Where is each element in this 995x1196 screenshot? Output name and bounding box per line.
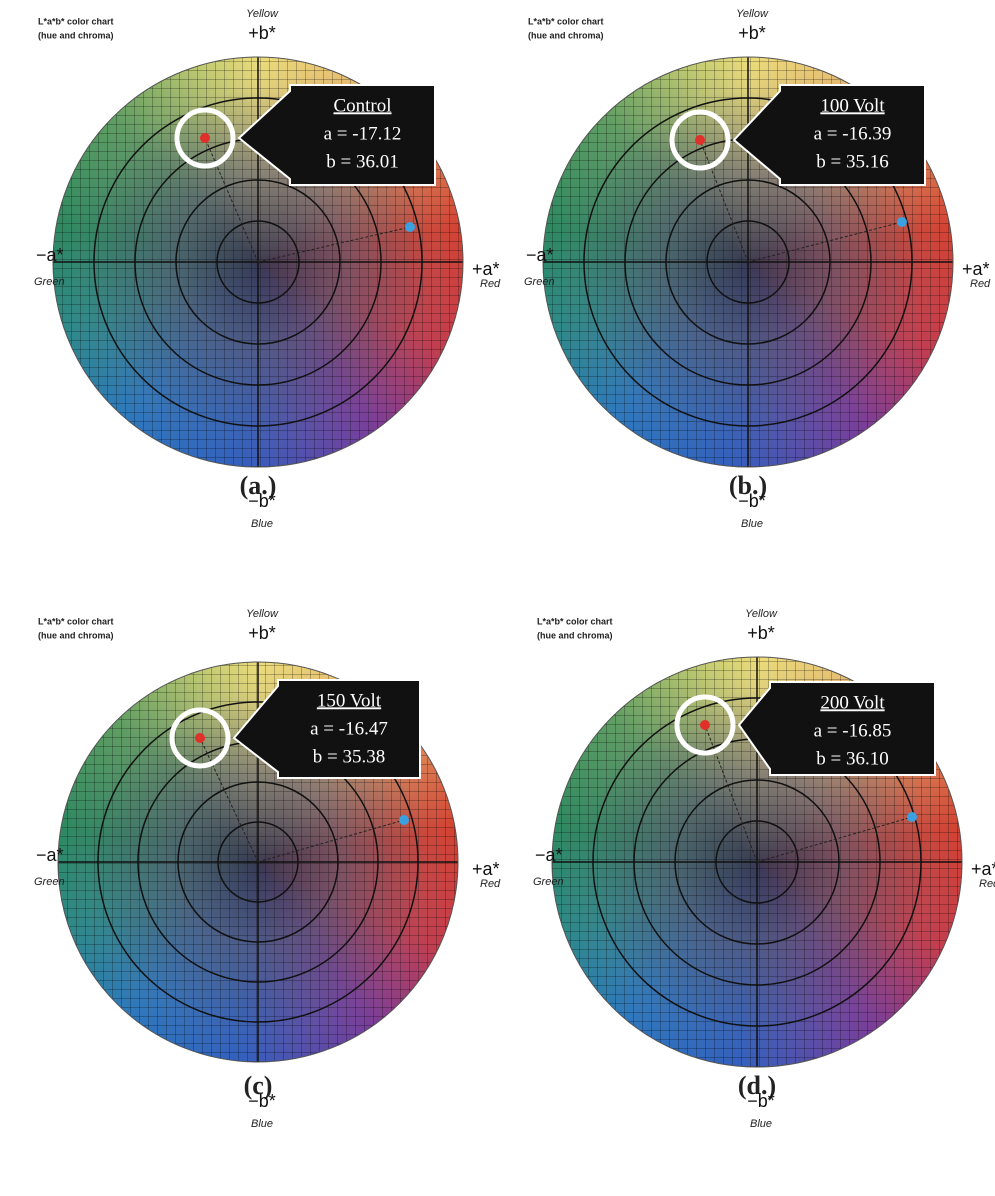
axis-label: +a* bbox=[472, 259, 500, 279]
chart-title: L*a*b* color chart bbox=[537, 616, 613, 626]
callout-a: a = -16.39 bbox=[814, 123, 892, 144]
sample-point bbox=[200, 133, 210, 143]
axis-label: −b* bbox=[248, 491, 276, 511]
axis-name: Red bbox=[979, 878, 995, 890]
reference-point bbox=[405, 222, 415, 232]
chart-subtitle: (hue and chroma) bbox=[38, 30, 114, 40]
axis-name: Blue bbox=[251, 1118, 273, 1130]
hue-line bbox=[199, 737, 259, 863]
axis-name: Blue bbox=[750, 1118, 772, 1130]
hue-line bbox=[699, 139, 749, 263]
axis-name: Yellow bbox=[736, 8, 769, 20]
callout-box bbox=[732, 84, 926, 186]
callout-a: a = -16.85 bbox=[814, 720, 892, 741]
callout-title: 100 Volt bbox=[820, 95, 885, 116]
callout-box bbox=[737, 681, 936, 776]
axis-label: +b* bbox=[738, 23, 766, 43]
callout-b: b = 36.10 bbox=[816, 748, 888, 769]
axis-label: −a* bbox=[36, 245, 64, 265]
axis-name: Blue bbox=[251, 518, 273, 530]
hue-line bbox=[204, 137, 259, 263]
panel-label: (a.) bbox=[240, 471, 277, 500]
wheel-border bbox=[551, 656, 963, 1068]
chart-title: L*a*b* color chart bbox=[38, 16, 114, 26]
wheel-border bbox=[57, 661, 459, 1063]
axis-label: +b* bbox=[248, 623, 276, 643]
callout-b: b = 35.16 bbox=[816, 151, 888, 172]
axis-label: −b* bbox=[738, 491, 766, 511]
callout-title: 150 Volt bbox=[317, 690, 382, 711]
hue-line bbox=[257, 819, 405, 863]
axis-label: −a* bbox=[526, 245, 554, 265]
axis-label: +a* bbox=[962, 259, 990, 279]
chart-title: L*a*b* color chart bbox=[38, 616, 114, 626]
hue-line bbox=[747, 221, 903, 263]
axis-label: +a* bbox=[971, 859, 995, 879]
hue-line bbox=[704, 724, 758, 863]
axis-name: Green bbox=[533, 876, 564, 888]
chart-subtitle: (hue and chroma) bbox=[537, 630, 613, 640]
chart-title: L*a*b* color chart bbox=[528, 16, 604, 26]
axis-name: Blue bbox=[741, 518, 763, 530]
axis-name: Green bbox=[34, 876, 65, 888]
callout-a: a = -17.12 bbox=[324, 123, 402, 144]
chart-subtitle: (hue and chroma) bbox=[528, 30, 604, 40]
highlight-ring bbox=[174, 107, 236, 169]
axis-name: Red bbox=[970, 278, 991, 290]
panel-label: (b.) bbox=[729, 471, 767, 500]
axis-name: Red bbox=[480, 278, 501, 290]
highlight-ring bbox=[674, 694, 736, 756]
sample-point bbox=[195, 733, 205, 743]
hue-line bbox=[756, 816, 913, 863]
axis-label: −a* bbox=[36, 845, 64, 865]
sample-point bbox=[695, 135, 705, 145]
chart-subtitle: (hue and chroma) bbox=[38, 630, 114, 640]
sample-point bbox=[700, 720, 710, 730]
callout-a: a = -16.47 bbox=[310, 718, 388, 739]
reference-point bbox=[907, 812, 917, 822]
callout-title: Control bbox=[333, 95, 391, 116]
reference-point bbox=[399, 815, 409, 825]
callout-box bbox=[237, 84, 436, 186]
axis-label: −a* bbox=[535, 845, 563, 865]
axis-label: +a* bbox=[472, 859, 500, 879]
axis-name: Yellow bbox=[246, 8, 279, 20]
axis-label: +b* bbox=[747, 623, 775, 643]
panel-label: (c) bbox=[244, 1071, 273, 1100]
reference-point bbox=[897, 217, 907, 227]
wheel-border bbox=[542, 56, 954, 468]
axis-name: Yellow bbox=[745, 608, 778, 620]
hue-line bbox=[257, 226, 411, 263]
callout-title: 200 Volt bbox=[820, 692, 885, 713]
axis-name: Green bbox=[34, 276, 65, 288]
callout-b: b = 36.01 bbox=[326, 151, 398, 172]
highlight-ring bbox=[169, 707, 231, 769]
highlight-ring bbox=[669, 109, 731, 171]
panel-label: (d.) bbox=[738, 1071, 776, 1100]
axis-name: Yellow bbox=[246, 608, 279, 620]
callout-box bbox=[232, 679, 421, 779]
axis-label: −b* bbox=[248, 1091, 276, 1111]
axis-name: Green bbox=[524, 276, 555, 288]
axis-label: +b* bbox=[248, 23, 276, 43]
wheel-border bbox=[52, 56, 464, 468]
callout-b: b = 35.38 bbox=[313, 746, 385, 767]
axis-label: −b* bbox=[747, 1091, 775, 1111]
axis-name: Red bbox=[480, 878, 501, 890]
